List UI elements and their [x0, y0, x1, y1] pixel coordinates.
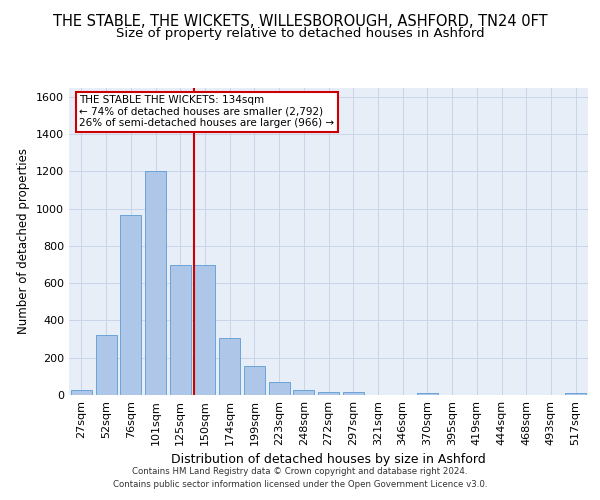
Text: Contains public sector information licensed under the Open Government Licence v3: Contains public sector information licen… — [113, 480, 487, 489]
Bar — [565, 393, 586, 395]
Bar — [71, 390, 92, 395]
Bar — [145, 172, 166, 395]
Text: Contains HM Land Registry data © Crown copyright and database right 2024.: Contains HM Land Registry data © Crown c… — [132, 467, 468, 476]
Bar — [417, 393, 438, 395]
Text: Size of property relative to detached houses in Ashford: Size of property relative to detached ho… — [116, 28, 484, 40]
Bar — [219, 338, 240, 395]
Bar — [293, 390, 314, 395]
Bar — [244, 366, 265, 395]
Bar — [170, 264, 191, 395]
Bar — [95, 336, 116, 395]
Bar — [120, 214, 141, 395]
Y-axis label: Number of detached properties: Number of detached properties — [17, 148, 31, 334]
Text: THE STABLE THE WICKETS: 134sqm
← 74% of detached houses are smaller (2,792)
26% : THE STABLE THE WICKETS: 134sqm ← 74% of … — [79, 95, 335, 128]
Bar — [194, 264, 215, 395]
Text: THE STABLE, THE WICKETS, WILLESBOROUGH, ASHFORD, TN24 0FT: THE STABLE, THE WICKETS, WILLESBOROUGH, … — [53, 14, 547, 29]
Bar — [318, 392, 339, 395]
X-axis label: Distribution of detached houses by size in Ashford: Distribution of detached houses by size … — [171, 454, 486, 466]
Bar — [343, 392, 364, 395]
Bar — [269, 382, 290, 395]
